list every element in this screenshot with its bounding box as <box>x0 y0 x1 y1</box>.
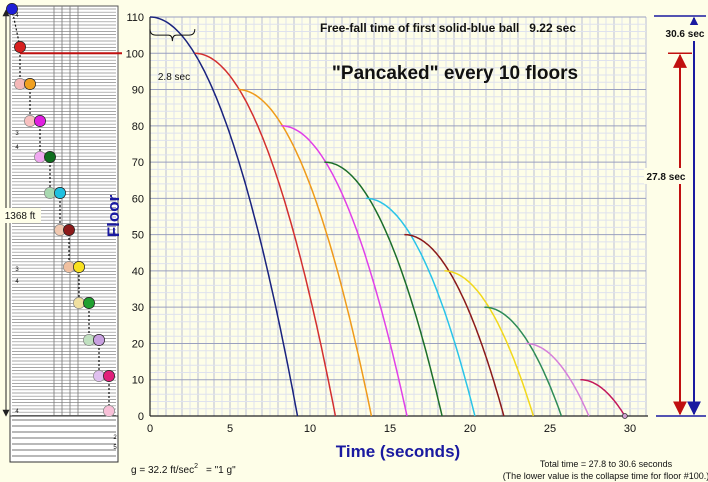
plot-axes: 0 5 10 15 20 25 30 0 10 20 30 40 50 60 70 80 90 100 110 <box>126 12 648 435</box>
tower-ball <box>103 370 115 382</box>
y-tick-label: 0 <box>138 411 144 423</box>
tower-floor-marker: 5 <box>113 445 117 451</box>
tower-ball <box>83 297 95 309</box>
y-tick-label: 80 <box>132 121 144 133</box>
series-line <box>484 306 563 417</box>
y-tick-label: 70 <box>132 157 144 169</box>
tower-ball <box>93 334 105 346</box>
y-tick-label: 10 <box>132 375 144 387</box>
y-tick-label: 40 <box>132 266 144 278</box>
total-time-label-bg <box>663 25 707 41</box>
collapse-time-label: 27.8 sec <box>647 172 686 183</box>
collapse-time-label-bg <box>644 168 688 184</box>
tower-ball <box>34 151 46 163</box>
tower-height-label: 1368 ft <box>5 211 36 222</box>
tower-floor-marker: 4 <box>15 409 19 415</box>
tower-ball <box>93 370 105 382</box>
series-line <box>324 161 443 417</box>
final-point <box>621 413 628 419</box>
subtitle-value: 9.22 sec <box>529 21 576 35</box>
y-axis-label: Floor <box>104 194 123 237</box>
x-tick-label: 5 <box>227 423 233 435</box>
tower-ball <box>73 297 85 309</box>
annotation-layer <box>20 15 707 417</box>
ball-trail <box>11 8 21 48</box>
footnote-line-2: (The lower value is the collapse time fo… <box>503 471 708 481</box>
series-line <box>580 378 626 417</box>
y-tick-label: 110 <box>126 12 144 24</box>
series-line <box>281 125 408 417</box>
chart-title: "Pancaked" every 10 floors <box>332 63 578 84</box>
series-line <box>526 342 590 417</box>
gap-label: 2.8 sec <box>158 72 190 83</box>
series-line <box>237 88 373 417</box>
series-line <box>404 233 505 417</box>
tower-floor-marker: 4 <box>15 13 19 19</box>
tower-ball <box>103 405 115 417</box>
tower-ball <box>24 78 36 90</box>
y-tick-label: 20 <box>132 338 144 350</box>
tower-floor-marker: 4 <box>15 145 19 151</box>
series-layer <box>149 16 628 419</box>
tower-ball <box>14 78 26 90</box>
y-tick-label: 60 <box>132 193 144 205</box>
tower-floor-marker: 3 <box>15 131 19 137</box>
tower-ball <box>34 115 46 127</box>
tower-ball <box>14 41 26 53</box>
series-line <box>366 197 476 417</box>
tower-ball <box>44 187 56 199</box>
x-tick-label: 30 <box>624 423 636 435</box>
y-tick-label: 100 <box>126 48 144 60</box>
y-tick-label: 50 <box>132 230 144 242</box>
footnote-line-1: Total time = 27.8 to 30.6 seconds <box>540 459 673 469</box>
x-axis-label: Time (seconds) <box>336 442 460 461</box>
total-time-label: 30.6 sec <box>666 29 705 40</box>
x-tick-label: 20 <box>464 423 476 435</box>
tower-ball <box>54 187 66 199</box>
y-tick-label: 90 <box>132 85 144 97</box>
tower-ball <box>83 334 95 346</box>
x-tick-label: 10 <box>304 423 316 435</box>
tower-floor-marker: 4 <box>15 279 19 285</box>
tower-illustration: 4 3 4 3 4 4 2 5 <box>1 3 119 463</box>
subtitle-label: Free-fall time of first solid-blue ball <box>320 21 519 35</box>
tower-floor-marker: 2 <box>113 435 117 441</box>
tower-height-label-bg <box>1 208 41 223</box>
tower-floor-marker: 3 <box>15 267 19 273</box>
tower-ball <box>6 3 18 15</box>
series-line <box>194 52 337 417</box>
x-tick-label: 15 <box>384 423 396 435</box>
tower-ball <box>24 115 36 127</box>
y-tick-label: 30 <box>132 302 144 314</box>
tower-base <box>9 415 119 463</box>
series-line <box>149 16 299 417</box>
tower-ball <box>63 224 75 236</box>
gravity-note: g = 32.2 ft/sec2 = "1 g" <box>131 463 236 476</box>
x-tick-label: 25 <box>544 423 556 435</box>
x-tick-label: 0 <box>147 423 153 435</box>
tower-ball <box>44 151 56 163</box>
tower-ball <box>73 261 85 273</box>
tower-ball <box>63 261 75 273</box>
